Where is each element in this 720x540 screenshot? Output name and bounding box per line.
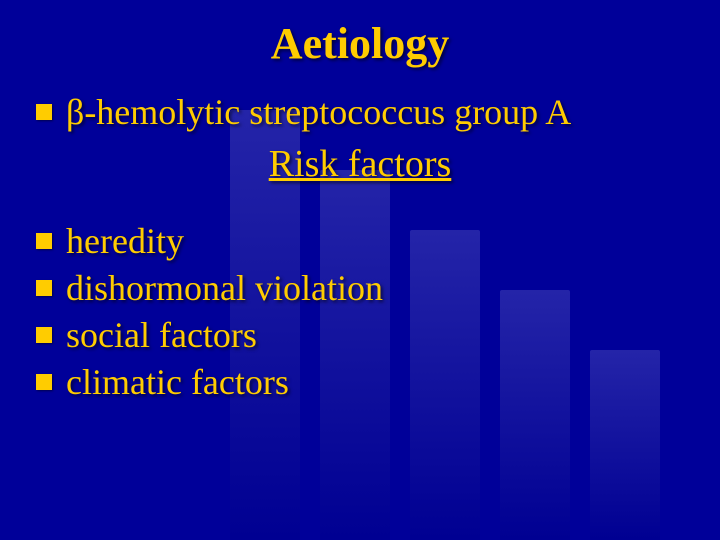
bullet-text: social factors xyxy=(66,313,257,358)
slide: Aetiology β-hemolytic streptococcus grou… xyxy=(0,0,720,540)
slide-title: Aetiology xyxy=(0,18,720,69)
bullet-icon xyxy=(36,233,52,249)
bullet-text: β-hemolytic streptococcus group A xyxy=(66,90,571,135)
slide-subtitle: Risk factors xyxy=(36,141,684,189)
bullet-icon xyxy=(36,280,52,296)
bullet-icon xyxy=(36,374,52,390)
bullet-icon xyxy=(36,327,52,343)
slide-body: β-hemolytic streptococcus group A Risk f… xyxy=(36,90,684,407)
bullet-text: heredity xyxy=(66,219,184,264)
list-item: dishormonal violation xyxy=(36,266,684,311)
bullet-text: climatic factors xyxy=(66,360,289,405)
bullet-icon xyxy=(36,104,52,120)
list-item: heredity xyxy=(36,219,684,264)
bullet-text: dishormonal violation xyxy=(66,266,383,311)
list-item: social factors xyxy=(36,313,684,358)
list-item: climatic factors xyxy=(36,360,684,405)
list-item: β-hemolytic streptococcus group A xyxy=(36,90,684,135)
